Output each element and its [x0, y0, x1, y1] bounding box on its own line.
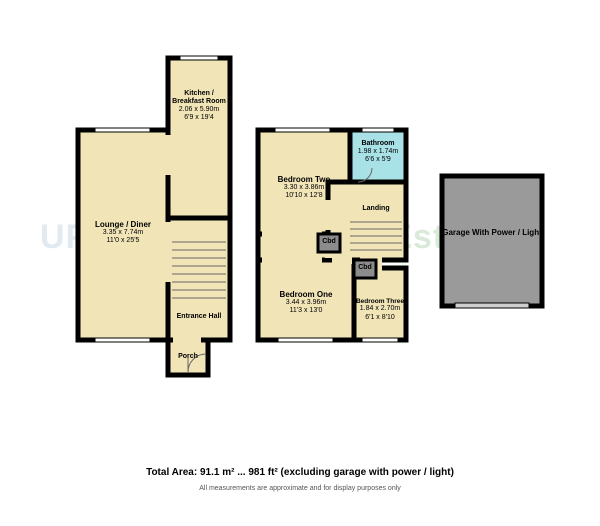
footer-text-1: Total Area: 91.1 m² ... 981 ft² (excludi… — [146, 467, 454, 478]
footer-line-2: All measurements are approximate and for… — [0, 485, 600, 492]
garage-plan — [0, 0, 600, 526]
garage-door — [455, 303, 529, 308]
footer-text-2: All measurements are approximate and for… — [199, 485, 401, 492]
footer-line-1: Total Area: 91.1 m² ... 981 ft² (excludi… — [0, 467, 600, 478]
garage-room — [442, 176, 542, 306]
